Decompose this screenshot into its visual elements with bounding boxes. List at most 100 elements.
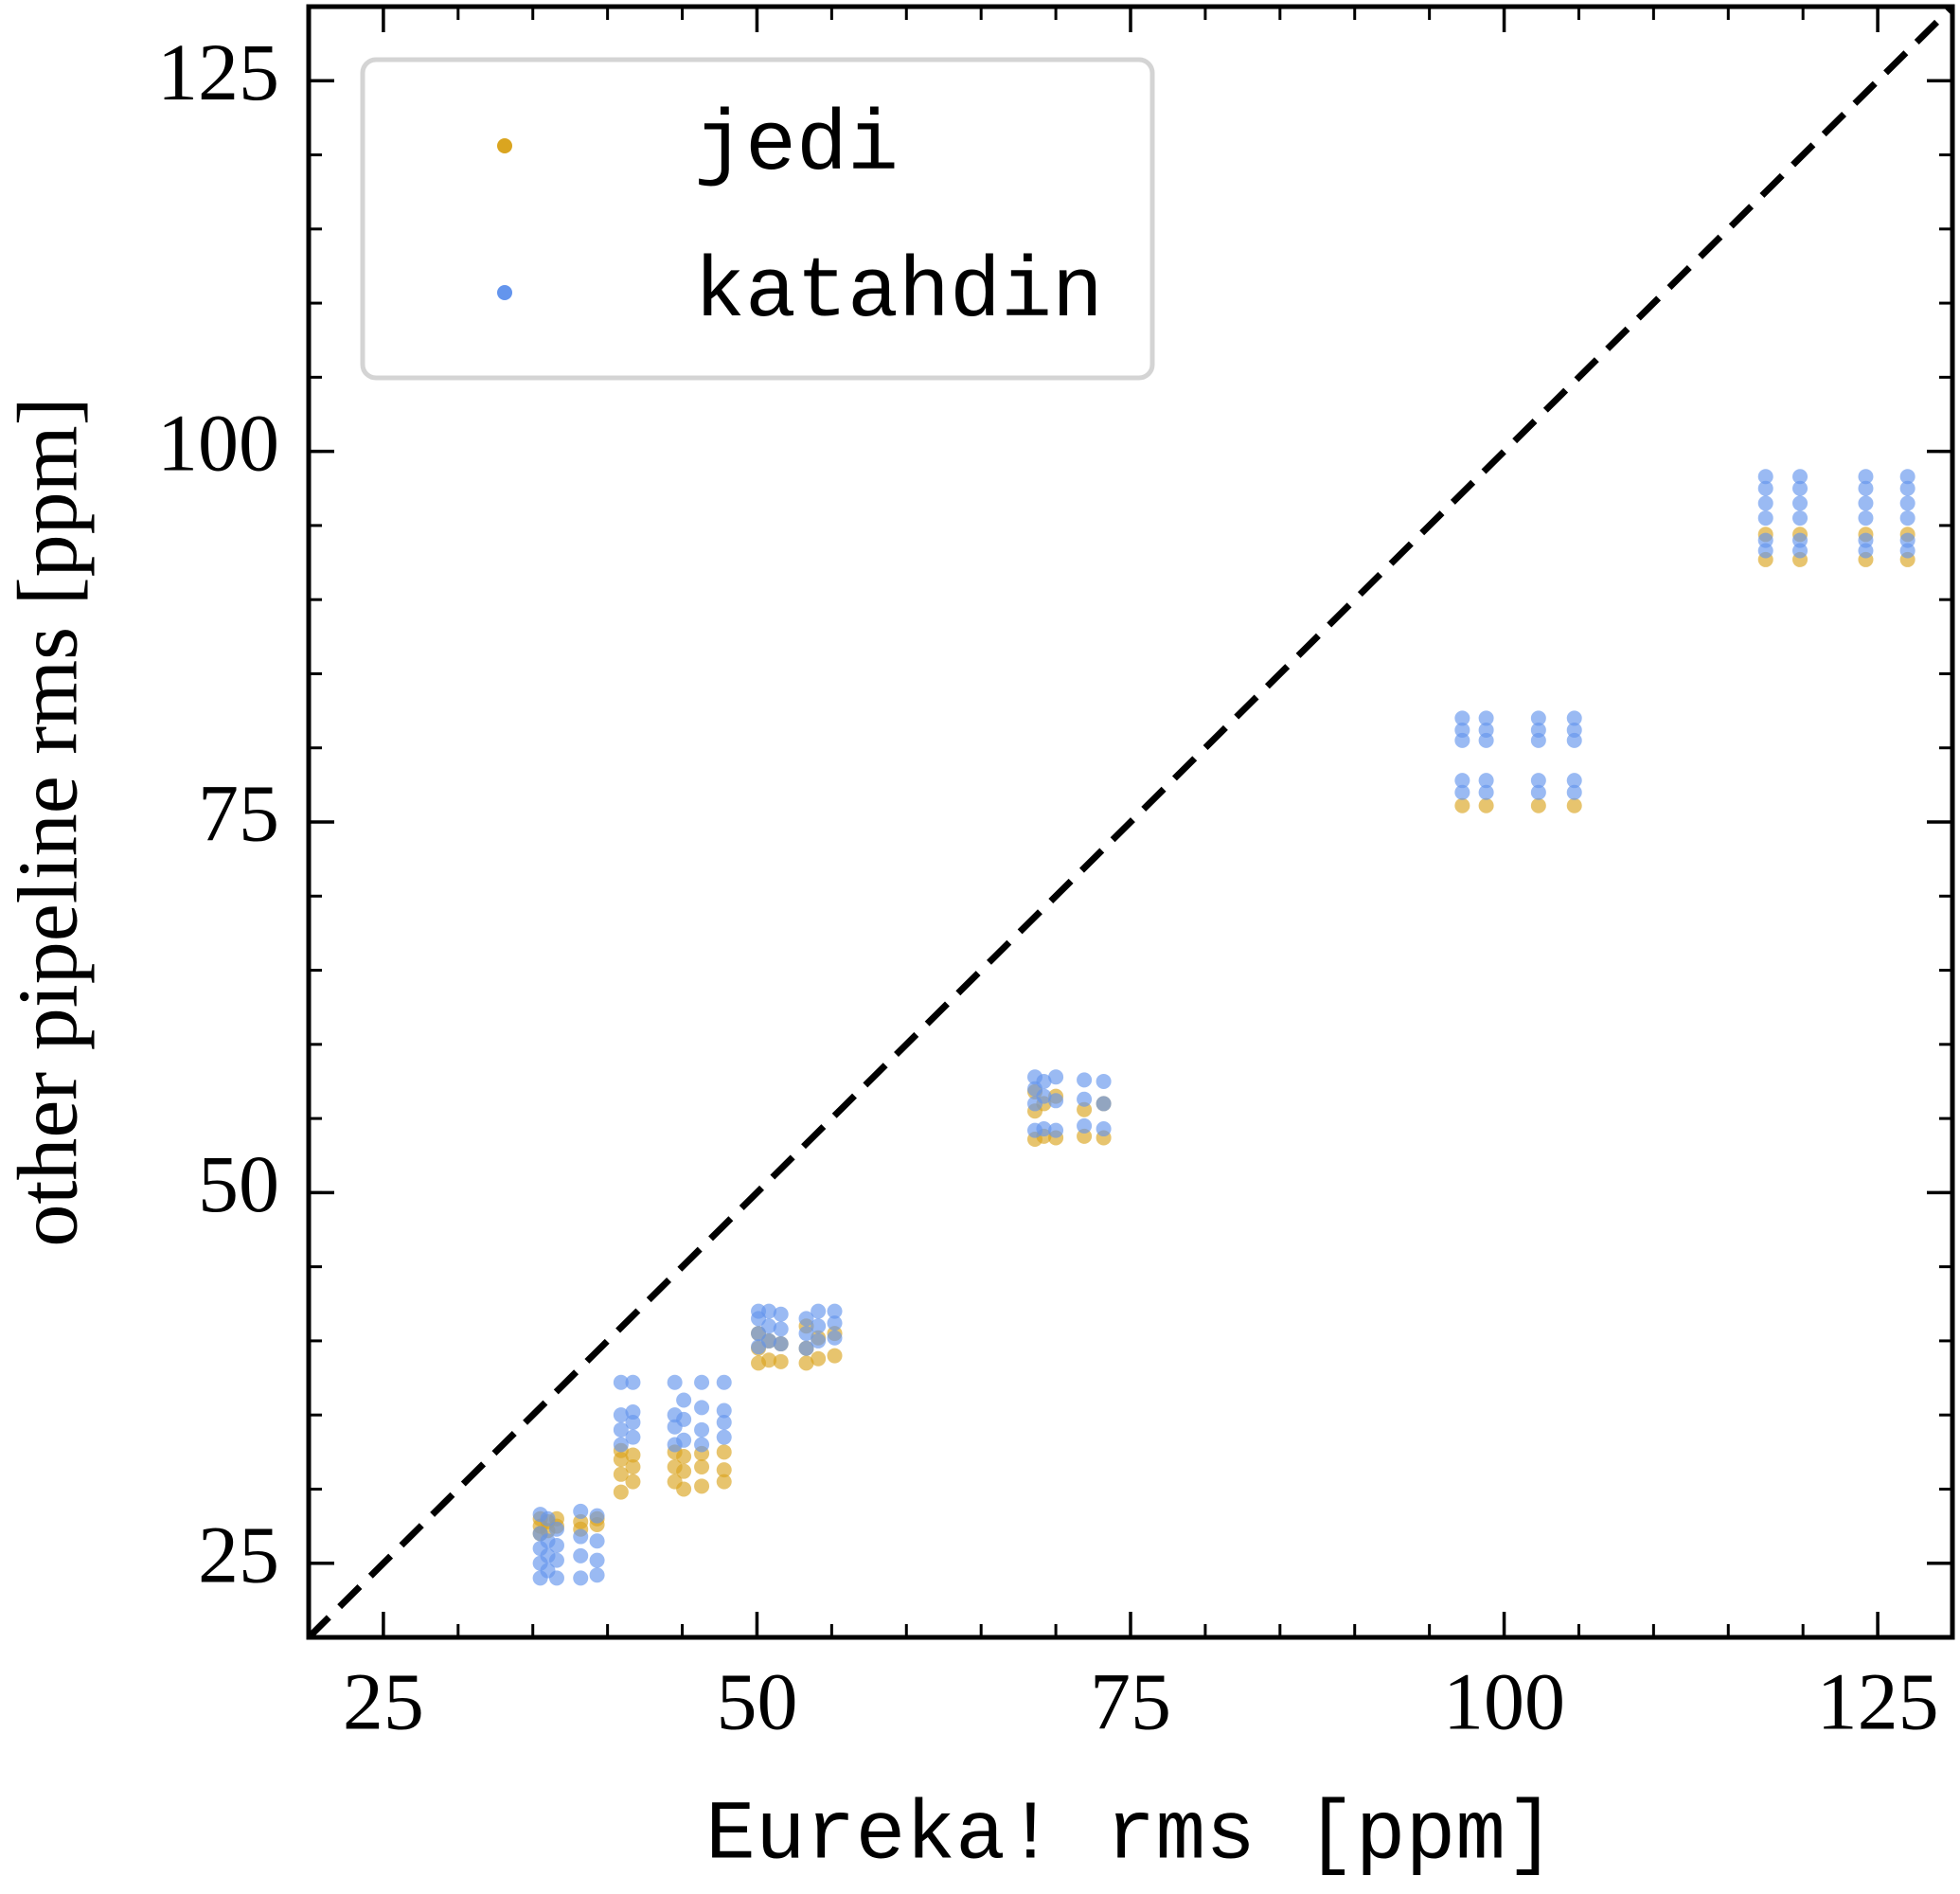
point	[1478, 784, 1494, 800]
point	[761, 1318, 777, 1334]
point	[1899, 532, 1915, 548]
point	[798, 1311, 814, 1327]
point	[1530, 797, 1546, 813]
point	[1530, 773, 1546, 789]
point	[1077, 1128, 1093, 1144]
point	[1036, 1088, 1052, 1104]
point	[676, 1392, 692, 1408]
point	[1792, 469, 1809, 485]
point	[1096, 1073, 1112, 1089]
point	[773, 1353, 789, 1369]
point	[827, 1303, 843, 1319]
point	[716, 1429, 732, 1445]
point	[694, 1374, 710, 1390]
point	[811, 1332, 827, 1349]
point	[1454, 797, 1470, 813]
point	[811, 1318, 827, 1334]
plot-frame	[306, 4, 1955, 1640]
point	[716, 1403, 732, 1419]
point	[773, 1336, 789, 1352]
point	[1757, 532, 1773, 548]
point	[773, 1321, 789, 1337]
point	[1757, 469, 1773, 485]
point	[676, 1481, 692, 1497]
point	[1792, 480, 1809, 496]
legend-marker	[497, 285, 512, 300]
point	[1566, 773, 1582, 789]
point	[827, 1330, 843, 1346]
point	[613, 1437, 629, 1453]
point	[694, 1421, 710, 1438]
point	[1077, 1072, 1093, 1088]
point	[625, 1447, 641, 1463]
point	[1792, 543, 1809, 559]
point	[613, 1407, 629, 1423]
point	[625, 1415, 641, 1431]
point	[1454, 722, 1470, 738]
point	[589, 1533, 605, 1549]
point	[716, 1374, 732, 1390]
x-axis-label: Eureka! rms [ppm]	[705, 1789, 1556, 1883]
point	[716, 1462, 732, 1478]
point	[625, 1458, 641, 1474]
y-axis-label: other pipeline rms [ppm]	[2, 397, 96, 1246]
point	[716, 1474, 732, 1490]
legend-marker	[497, 138, 512, 153]
point	[1566, 732, 1582, 748]
point	[1566, 797, 1582, 813]
point	[827, 1348, 843, 1364]
point	[625, 1429, 641, 1445]
point	[1530, 784, 1546, 800]
point	[625, 1374, 641, 1390]
legend-label: katahdin	[694, 245, 1103, 342]
point	[1899, 543, 1915, 559]
point	[1036, 1121, 1052, 1137]
point	[694, 1400, 710, 1416]
point	[811, 1350, 827, 1367]
point	[667, 1374, 683, 1390]
point	[573, 1570, 589, 1586]
point	[1096, 1096, 1112, 1112]
point	[1792, 532, 1809, 548]
point	[1478, 773, 1494, 789]
point	[1566, 784, 1582, 800]
point	[798, 1340, 814, 1356]
y-tick-label: 50	[198, 1138, 279, 1229]
point	[1454, 773, 1470, 789]
point	[573, 1503, 589, 1519]
point	[1077, 1117, 1093, 1134]
point	[1478, 722, 1494, 738]
point	[573, 1528, 589, 1545]
identity-line	[306, 4, 1955, 1640]
point	[676, 1411, 692, 1427]
point	[676, 1432, 692, 1448]
point	[1757, 543, 1773, 559]
point	[811, 1303, 827, 1319]
point	[1899, 510, 1915, 527]
y-tick-label: 100	[157, 397, 279, 488]
point	[761, 1332, 777, 1349]
y-tick-label: 75	[198, 768, 279, 859]
point	[694, 1458, 710, 1474]
point	[1096, 1121, 1112, 1137]
point	[761, 1303, 777, 1319]
point	[548, 1521, 564, 1537]
point	[589, 1567, 605, 1583]
point	[676, 1449, 692, 1465]
point	[613, 1466, 629, 1482]
point	[613, 1374, 629, 1390]
x-tick-label: 125	[1817, 1656, 1939, 1747]
point	[716, 1415, 732, 1431]
point	[694, 1478, 710, 1494]
x-tick-label: 100	[1443, 1656, 1565, 1747]
point	[1792, 510, 1809, 527]
point	[1478, 710, 1494, 726]
point	[1048, 1069, 1064, 1085]
point	[1566, 722, 1582, 738]
point	[751, 1326, 767, 1342]
x-tick-label: 50	[716, 1656, 797, 1747]
point	[716, 1444, 732, 1460]
point	[613, 1484, 629, 1500]
point	[1899, 480, 1915, 496]
point	[1036, 1073, 1052, 1089]
